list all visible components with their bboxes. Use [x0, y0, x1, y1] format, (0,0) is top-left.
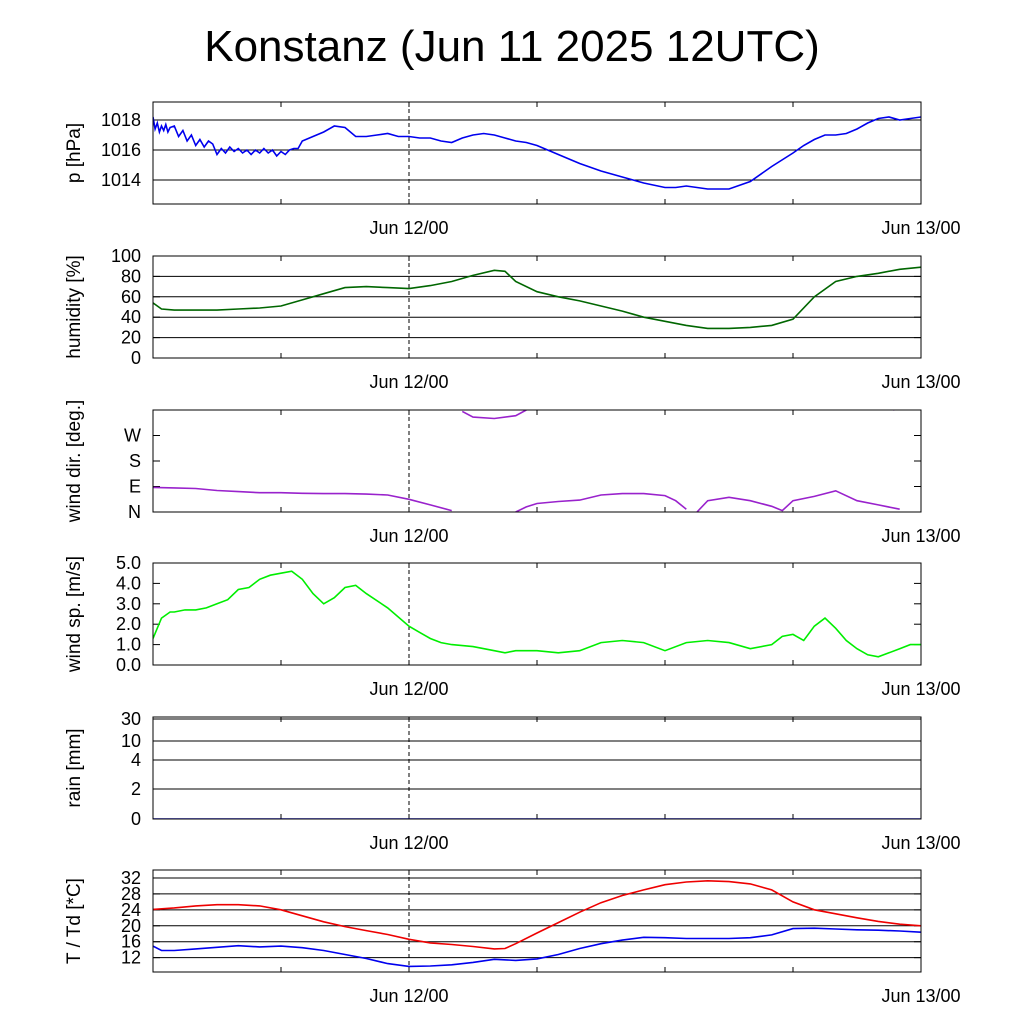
series-line [153, 410, 900, 512]
y-tick-label: 60 [121, 287, 141, 307]
panel-4: 0.01.02.03.04.05.0 wind sp. [m/s] Jun 12/0… [64, 553, 961, 699]
y-tick-label: W [124, 426, 141, 446]
x-tick-label: Jun 13/00 [881, 833, 960, 853]
x-tick-label: Jun 12/00 [369, 833, 448, 853]
y-tick-label: 2.0 [116, 614, 141, 634]
y-tick-label: 0 [131, 809, 141, 829]
series-line [153, 570, 921, 658]
y-tick-label: 20 [121, 328, 141, 348]
y-tick-label: N [128, 502, 141, 522]
series-line [153, 927, 921, 968]
y-axis-label: humidity [%] [64, 255, 85, 358]
x-tick-label: Jun 13/00 [881, 679, 960, 699]
series-line [153, 266, 921, 330]
panel-frame [152, 409, 922, 513]
panel-frame [152, 255, 922, 359]
y-tick-label: 1.0 [116, 635, 141, 655]
series-line [153, 879, 921, 950]
y-axis-label: wind sp. [m/s] [64, 556, 85, 673]
x-tick-label: Jun 12/00 [369, 218, 448, 238]
y-tick-label: 1016 [101, 140, 141, 160]
y-tick-label: S [129, 451, 141, 471]
panel-frame [152, 869, 922, 973]
y-tick-label: 100 [111, 246, 141, 266]
panel-frame [152, 716, 922, 820]
y-tick-label: 1018 [101, 110, 141, 130]
y-tick-label: E [129, 477, 141, 497]
y-tick-label: 4 [131, 750, 141, 770]
y-tick-label: 10 [121, 731, 141, 751]
y-tick-label: 3.0 [116, 594, 141, 614]
panel-1: 1014 1016 1018 p [hPa] Jun 12/00 Jun 13/00 [64, 101, 961, 238]
y-tick-label: 2 [131, 779, 141, 799]
y-tick-label: 30 [121, 709, 141, 729]
x-tick-label: Jun 13/00 [881, 526, 960, 546]
y-tick-label: 1014 [101, 170, 141, 190]
y-axis-label: rain [mm] [64, 728, 85, 807]
y-tick-label: 20 [121, 916, 141, 936]
y-tick-label: 40 [121, 307, 141, 327]
x-tick-label: Jun 13/00 [881, 218, 960, 238]
y-tick-label: 12 [121, 948, 141, 968]
chart-title: Konstanz (Jun 11 2025 12UTC) [204, 22, 820, 71]
y-tick-label: 28 [121, 884, 141, 904]
y-axis-label: T / Td [*C] [64, 878, 85, 964]
y-tick-label: 0 [131, 348, 141, 368]
x-tick-label: Jun 12/00 [369, 526, 448, 546]
x-tick-label: Jun 13/00 [881, 986, 960, 1006]
x-tick-label: Jun 12/00 [369, 372, 448, 392]
y-tick-label: 5.0 [116, 553, 141, 573]
series-line [153, 116, 921, 190]
y-tick-label: 0.0 [116, 655, 141, 675]
x-tick-label: Jun 12/00 [369, 986, 448, 1006]
y-axis-label: wind dir. [deg.] [64, 400, 85, 524]
x-tick-label: Jun 13/00 [881, 372, 960, 392]
panel-frame [152, 562, 922, 666]
y-tick-label: 16 [121, 932, 141, 952]
panel-frame [152, 101, 922, 205]
y-tick-label: 32 [121, 868, 141, 888]
y-axis-label: p [hPa] [64, 123, 85, 183]
y-tick-label: 80 [121, 266, 141, 286]
y-tick-label: 24 [121, 900, 141, 920]
y-tick-label: 4.0 [116, 573, 141, 593]
x-tick-label: Jun 12/00 [369, 679, 448, 699]
